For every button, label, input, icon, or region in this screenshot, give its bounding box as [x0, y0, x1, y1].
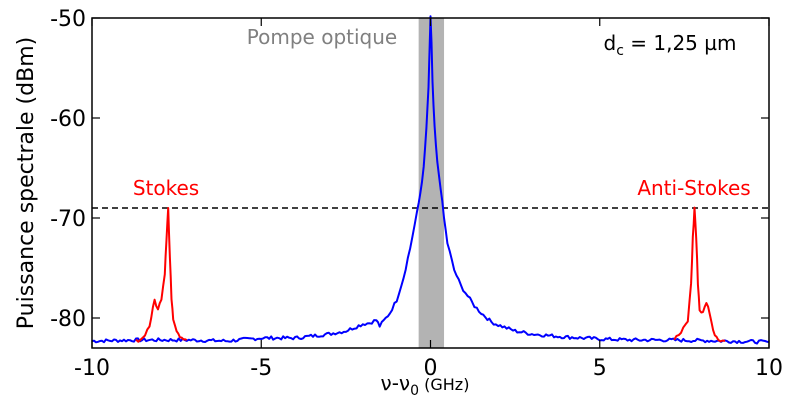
dc-annotation: dc = 1,25 µm	[604, 31, 737, 59]
x-tick-label: 10	[755, 356, 783, 381]
y-tick-label: -50	[50, 7, 86, 32]
x-axis-label: ν-ν0 (GHz)	[381, 371, 470, 399]
dc-annotation-sub: c	[616, 43, 624, 59]
stokes-label: Stokes	[133, 176, 199, 200]
dc-annotation-prefix: d	[604, 31, 617, 55]
dc-annotation-suffix: = 1,25 µm	[624, 31, 737, 55]
y-tick-label: -70	[50, 207, 86, 232]
plot-area: -10 -5 0 5 10-80-70-60-50	[50, 7, 783, 381]
x-tick-label: 5	[593, 356, 607, 381]
y-tick-label: -80	[50, 307, 86, 332]
y-tick-label: -60	[50, 107, 86, 132]
x-axis-label-main: ν-ν	[381, 371, 411, 395]
y-axis-label: Puissance spectrale (dBm)	[14, 37, 39, 329]
x-tick-label: 0	[424, 356, 438, 381]
series-line-stokes	[135, 207, 188, 343]
x-tick-label: -10	[74, 356, 110, 381]
antistokes-label: Anti-Stokes	[637, 176, 750, 200]
x-axis-label-unit: (GHz)	[419, 375, 469, 394]
series-line-anti-stokes	[673, 206, 726, 343]
x-axis-label-sub: 0	[410, 383, 419, 399]
x-tick-label: -5	[250, 356, 272, 381]
pump-band-label: Pompe optique	[247, 25, 397, 49]
